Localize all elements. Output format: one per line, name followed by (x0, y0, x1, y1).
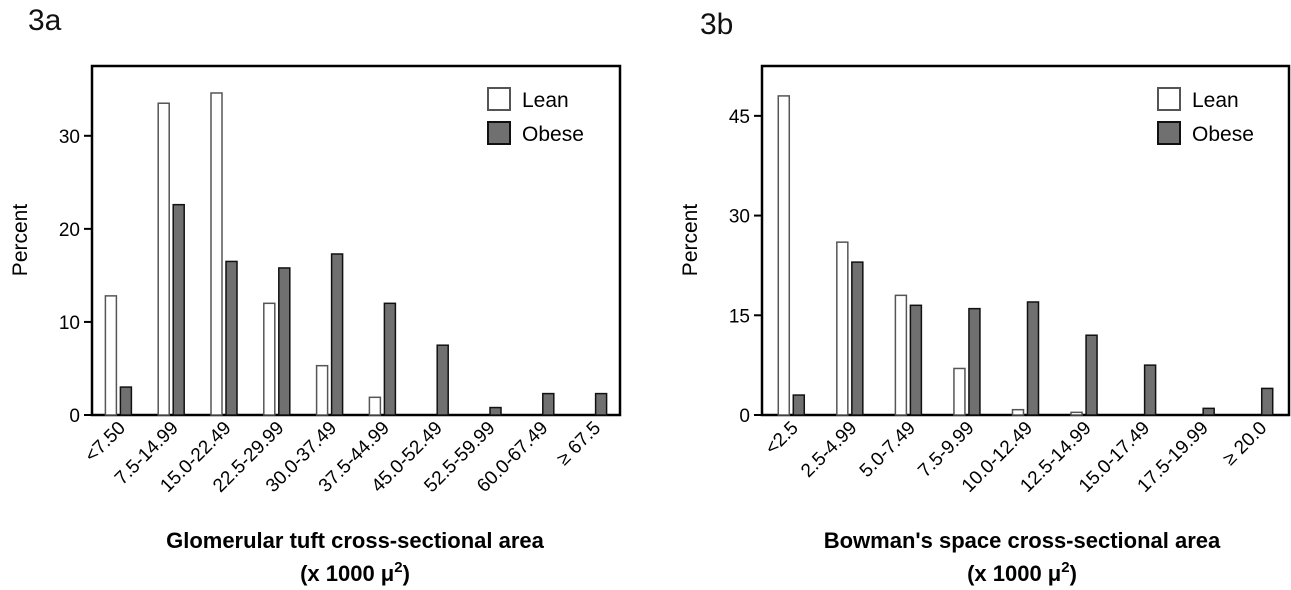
chart-b-xtick-label-0: <2.5 (761, 418, 802, 459)
chart-b-legend-swatch-1 (1157, 121, 1181, 145)
chart-a-xlabel: Glomerular tuft cross-sectional area (166, 528, 545, 553)
chart-a-ytick-label-1: 10 (59, 313, 80, 334)
chart-a-bar-lean-4 (315, 364, 329, 416)
chart-b-ylabel: Percent (679, 204, 702, 277)
chart-a-bar-obese-6 (436, 344, 449, 416)
chart-b-bar-lean-4 (1011, 408, 1025, 416)
chart-a-bar-obese-3 (278, 267, 291, 416)
chart-a-legend-swatch-1 (487, 121, 511, 145)
chart-b-xlabel: Bowman's space cross-sectional area (824, 528, 1221, 553)
chart-b-legend-label-0: Lean (1192, 89, 1239, 112)
chart-a-xlabel-units-suffix: ) (403, 561, 410, 586)
chart-a: Percent Glomerular tuft cross-sectional … (9, 64, 622, 586)
chart-b-xtick-label-2: 5.0-7.49 (856, 418, 920, 482)
chart-b-ytick-label-1: 15 (729, 306, 750, 327)
chart-a-bar-obese-4 (330, 253, 344, 416)
chart-b-xlabel-units-prefix: (x 1000 (967, 561, 1048, 586)
chart-a-xlabel-units: (x 1000 μ2) (300, 559, 410, 586)
chart-a-bar-obese-2 (225, 260, 238, 416)
chart-b-xlabel-units: (x 1000 μ2) (967, 559, 1077, 586)
chart-b-bar-obese-8 (1260, 387, 1274, 416)
chart-b-bar-obese-7 (1202, 407, 1215, 416)
chart-b-bar-obese-0 (792, 394, 806, 416)
panel-a-label: 3a (28, 4, 62, 37)
chart-b-bar-obese-6 (1143, 364, 1157, 416)
chart-a-bar-lean-0 (104, 295, 118, 416)
chart-a-ytick-label-3: 30 (59, 127, 80, 148)
chart-a-legend-label-1: Obese (522, 123, 584, 146)
chart-b-xtick-label-8: ≥ 20.0 (1219, 418, 1271, 470)
chart-a-bar-obese-9 (594, 392, 608, 416)
chart-a-bar-obese-8 (542, 392, 555, 416)
chart-b-frame (760, 64, 1291, 417)
chart-b: Percent Bowman's space cross-sectional a… (679, 64, 1291, 586)
chart-a-xtick-label-9: ≥ 67.5 (553, 418, 605, 470)
chart-b-bar-lean-2 (894, 294, 908, 416)
chart-b-bar-lean-1 (836, 241, 849, 416)
chart-b-legend-swatch-0 (1157, 87, 1181, 111)
chart-b-bar-obese-5 (1085, 334, 1098, 416)
chart-b-bar-obese-4 (1026, 301, 1040, 416)
chart-a-ytick-label-0: 0 (69, 406, 80, 427)
chart-a-bar-obese-1 (172, 203, 185, 416)
chart-b-bar-obese-2 (909, 304, 923, 416)
chart-a-ytick-label-2: 20 (59, 220, 80, 241)
chart-b-xlabel-units-suffix: ) (1070, 561, 1077, 586)
chart-b-xlabel-units-sup: 2 (1061, 559, 1069, 576)
chart-a-bar-obese-5 (383, 302, 397, 416)
chart-a-legend-swatch-0 (487, 87, 511, 111)
chart-a-legend-label-0: Lean (522, 89, 569, 112)
chart-b-xlabel-units-mu: μ (1048, 561, 1061, 586)
chart-a-bar-obese-7 (489, 406, 502, 416)
chart-a-xtick-label-0: <7.50 (81, 418, 130, 467)
panel-b-label: 3b (700, 8, 734, 41)
chart-a-bar-lean-5 (368, 396, 382, 416)
chart-a-bar-obese-0 (119, 386, 133, 416)
chart-b-bar-lean-0 (777, 95, 791, 416)
chart-a-ylabel: Percent (9, 204, 32, 277)
chart-b-ytick-label-2: 30 (729, 207, 750, 228)
chart-a-bar-lean-1 (157, 102, 170, 416)
chart-a-bar-lean-3 (263, 302, 276, 416)
chart-a-xlabel-units-mu: μ (381, 561, 394, 586)
chart-a-bar-lean-2 (210, 92, 223, 416)
chart-b-bar-lean-5 (1070, 411, 1083, 416)
chart-b-ytick-label-0: 0 (739, 406, 750, 427)
chart-b-bar-obese-3 (968, 307, 981, 416)
chart-b-ytick-label-3: 45 (729, 107, 750, 128)
chart-a-xlabel-units-sup: 2 (394, 559, 402, 576)
chart-b-bar-lean-3 (953, 367, 966, 416)
chart-b-bar-obese-1 (851, 261, 864, 416)
chart-a-frame (90, 64, 622, 417)
chart-a-xlabel-units-prefix: (x 1000 (300, 561, 381, 586)
chart-b-xtick-label-1: 2.5-4.99 (797, 418, 861, 482)
chart-b-legend-label-1: Obese (1192, 123, 1254, 146)
